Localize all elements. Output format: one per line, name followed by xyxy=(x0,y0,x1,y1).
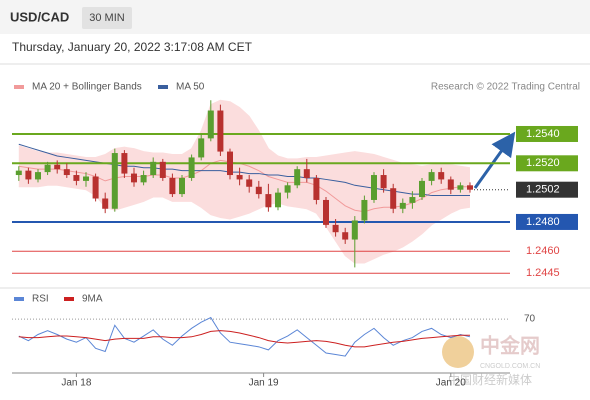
candle-body xyxy=(323,199,329,225)
level-label: 1.2480 xyxy=(526,216,560,228)
candle-body xyxy=(380,175,387,189)
candle-body xyxy=(140,175,147,183)
candle-body xyxy=(265,194,272,208)
candle-body xyxy=(236,175,243,180)
candle-body xyxy=(15,170,22,176)
candle-body xyxy=(44,164,51,173)
candle-body xyxy=(169,177,176,195)
candle-body xyxy=(390,188,397,209)
candle-body xyxy=(275,192,281,208)
candle-body xyxy=(447,179,454,190)
candle-body xyxy=(159,161,166,178)
legend-label: 9MA xyxy=(82,294,103,305)
candle-body xyxy=(188,157,195,178)
candle-body xyxy=(102,198,109,209)
candle-body xyxy=(313,177,320,200)
legend-label: RSI xyxy=(32,294,49,305)
candle-body xyxy=(73,175,80,181)
candle-body xyxy=(131,173,137,183)
candle-body xyxy=(150,161,157,176)
candle-body xyxy=(179,177,185,195)
level-label: 1.2540 xyxy=(526,128,560,140)
candle-body xyxy=(217,110,224,152)
watermark: 中金网 CNGOLD.COM.CN 中国财经新媒体 xyxy=(442,333,540,387)
candle-body xyxy=(246,179,253,187)
candle-body xyxy=(342,232,349,240)
level-box xyxy=(516,125,578,142)
candle-body xyxy=(121,153,128,174)
candle-body xyxy=(54,164,61,170)
watermark-domain: CNGOLD.COM.CN xyxy=(480,363,540,370)
level-label: 1.2445 xyxy=(526,267,560,279)
candle-body xyxy=(198,138,205,158)
x-tick-label: Jan 18 xyxy=(61,378,91,389)
candle-body xyxy=(35,172,41,180)
candle-body xyxy=(83,176,89,181)
level-box xyxy=(516,181,578,198)
level-label: 1.2520 xyxy=(526,157,560,169)
rsi-tick-label: 70 xyxy=(524,314,536,325)
candle-body xyxy=(303,169,310,178)
rsi-line xyxy=(18,330,470,348)
credit: Research © 2022 Trading Central xyxy=(431,82,580,93)
candle-body xyxy=(207,110,214,139)
candle-body xyxy=(284,185,291,193)
interval[interactable]: 30 MIN xyxy=(89,12,125,24)
x-tick-label: Jan 20 xyxy=(436,378,466,389)
legend-label: MA 50 xyxy=(176,82,205,93)
candle-body xyxy=(294,169,301,186)
candle-body xyxy=(63,169,70,176)
legend-label: MA 20 + Bollinger Bands xyxy=(32,82,142,93)
watermark-brand: 中金网 xyxy=(480,333,540,357)
symbol: USD/CAD xyxy=(10,9,69,24)
candle-body xyxy=(361,199,368,221)
candle-body xyxy=(457,185,464,190)
candle-body xyxy=(428,172,435,181)
candle-body xyxy=(399,202,406,209)
level-label: 1.2460 xyxy=(526,245,560,257)
candle-body xyxy=(351,220,358,240)
interval-box[interactable] xyxy=(82,7,132,29)
candle-body xyxy=(111,153,118,209)
watermark-logo xyxy=(442,336,474,368)
candle-body xyxy=(419,180,425,198)
level-box xyxy=(516,155,578,172)
timestamp: Thursday, January 20, 2022 3:17:08 AM CE… xyxy=(12,40,253,54)
candle-body xyxy=(371,175,377,200)
candle-body xyxy=(255,186,262,195)
candle-body xyxy=(438,172,445,180)
level-label: 1.2502 xyxy=(526,184,560,196)
bollinger-upper xyxy=(18,99,471,169)
candle-body xyxy=(332,224,339,233)
x-tick-label: Jan 19 xyxy=(249,378,279,389)
level-box xyxy=(516,213,578,230)
candle-body xyxy=(92,176,99,199)
candle-body xyxy=(409,197,416,203)
candle-body xyxy=(467,185,473,190)
rsi-line xyxy=(18,316,471,357)
watermark-tagline: 中国财经新媒体 xyxy=(448,372,532,387)
candle-body xyxy=(25,170,32,180)
candle-body xyxy=(227,151,233,176)
